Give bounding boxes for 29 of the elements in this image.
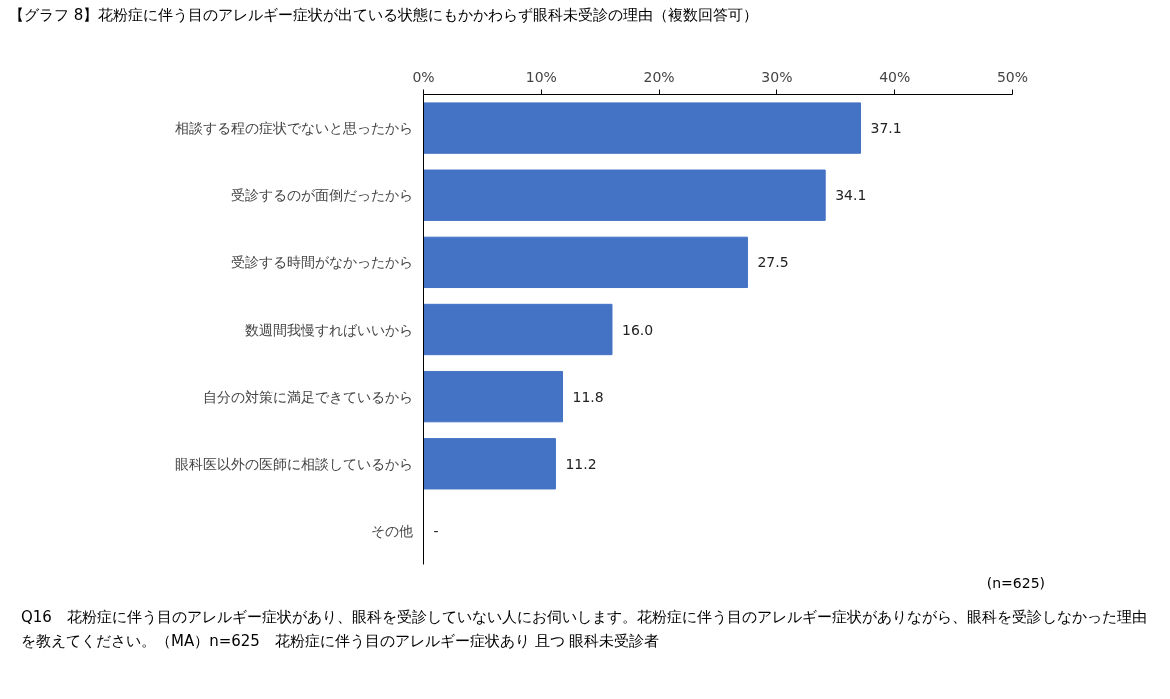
- y-tick-label: その他: [370, 522, 413, 539]
- x-tick-label: 10%: [525, 68, 557, 85]
- y-tick-label: 受診するのが面倒だったから: [230, 187, 413, 204]
- text: Q16 花粉症に伴う目のアレルギー症状があり、眼科を受診していない人にお伺いします。花粉症に伴う目のアレルギー症状がありながら、眼科を受診しなかった理由を教えてください。（MA）n=625 花粉症に伴う目のアレルギー症状あり 且つ 眼科未受診者: [21, 607, 1148, 652]
- data-label: 37.1: [870, 120, 902, 137]
- y-tick-label: 相談する程の症状でないと思ったから: [174, 120, 413, 137]
- y-tick-label: 数週間我慢すればいいから: [244, 321, 413, 338]
- y-tick-label: 自分の対策に満足できているから: [202, 388, 413, 405]
- chart-title: 【グラフ 8】花粉症に伴う目のアレルギー症状が出ている状態にもかかわらず眼科未受診の理由（複数回答可）: [9, 5, 759, 26]
- x-tick-label: 50%: [996, 68, 1029, 85]
- bar: [423, 438, 556, 490]
- x-tick-label: 0%: [412, 68, 435, 85]
- text: -: [433, 522, 439, 539]
- x-tick-label: 30%: [761, 68, 793, 85]
- bar: [423, 303, 613, 356]
- data-label: 11.2: [565, 455, 597, 472]
- x-tick-label: 20%: [643, 68, 675, 85]
- x-tick-label: 40%: [879, 68, 911, 85]
- data-label: 34.1: [835, 187, 867, 204]
- data-label: 11.8: [572, 388, 604, 405]
- bar: [423, 102, 862, 154]
- bar: [423, 236, 748, 289]
- data-label: 16.0: [621, 321, 654, 338]
- bar: [423, 370, 563, 423]
- bar: [423, 169, 826, 221]
- text: (n=625): [986, 574, 1045, 593]
- data-label: 27.5: [757, 254, 789, 271]
- y-tick-label: 眼科医以外の医師に相談しているから: [174, 455, 413, 472]
- y-tick-label: 受診する時間がなかったから: [230, 254, 413, 271]
